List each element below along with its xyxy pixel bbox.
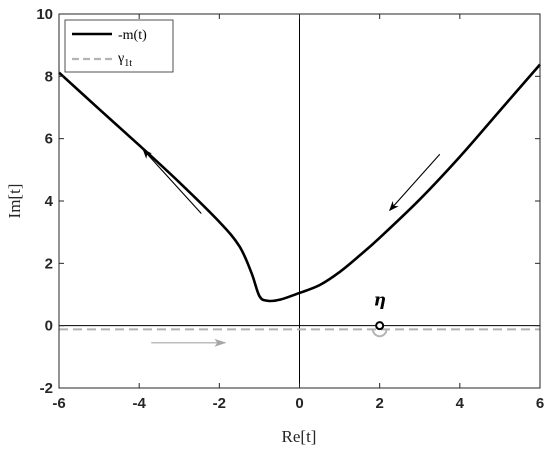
x-tick-label: 6 [536, 395, 544, 412]
y-tick-label: 2 [45, 255, 53, 272]
series-layer [58, 63, 541, 331]
x-tick-label: -2 [213, 395, 226, 412]
legend-label-gamma-sub: 1t [124, 58, 132, 69]
legend-label-gamma: γ1t [117, 51, 132, 69]
y-tick-label: 0 [45, 318, 53, 335]
legend-box [64, 19, 174, 73]
x-tick-label: 4 [456, 395, 465, 412]
x-tick-label: -4 [132, 395, 146, 412]
eta-point-marker [375, 321, 385, 331]
legend-label-gamma-main: γ [117, 51, 124, 66]
y-tick-label: 10 [36, 6, 53, 23]
legend-label-m: -m(t) [118, 28, 147, 43]
gamma-indentation-arc [371, 329, 388, 338]
series-m-line [58, 63, 541, 303]
y-tick-label: 8 [45, 68, 53, 85]
legend: -m(t) γ1t [64, 19, 174, 73]
x-tick-label: 2 [375, 395, 383, 412]
y-tick-label: 6 [45, 131, 53, 148]
y-axis-label: Im[t] [5, 184, 24, 219]
direction-arrow-3 [142, 148, 202, 214]
x-axis-label: Re[t] [282, 427, 317, 446]
ticks-layer: -6 -4 -2 0 2 4 6 -2 0 2 4 6 8 10 [36, 6, 544, 412]
x-tick-label: 0 [295, 395, 303, 412]
x-tick-label: -6 [52, 395, 65, 412]
eta-label: η [374, 291, 386, 311]
y-tick-label: 4 [45, 193, 54, 210]
zero-lines [59, 14, 540, 388]
direction-arrow-2 [389, 153, 441, 212]
y-tick-label: -2 [40, 380, 53, 397]
annotation-layer: η [142, 148, 441, 347]
